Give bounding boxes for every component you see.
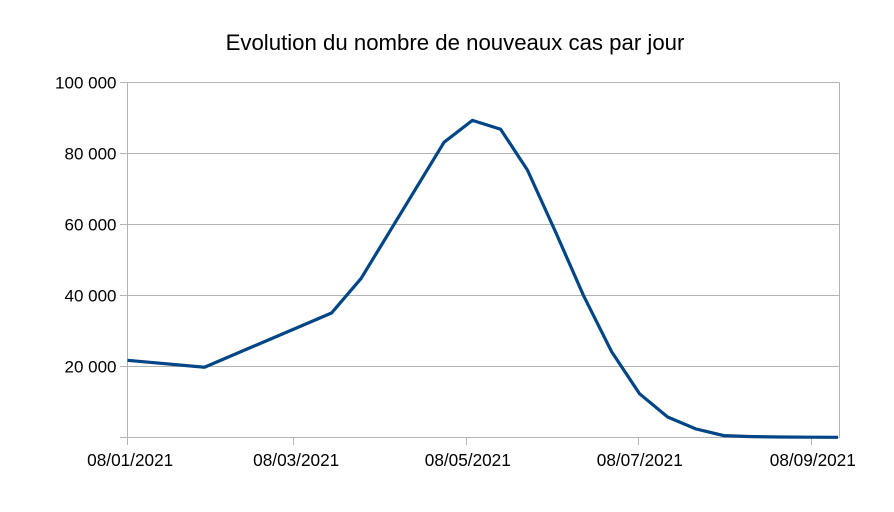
svg-text:08/09/2021: 08/09/2021: [770, 450, 856, 470]
svg-text:08/01/2021: 08/01/2021: [87, 450, 173, 470]
svg-text:20 000: 20 000: [65, 357, 117, 376]
svg-text:60 000: 60 000: [65, 215, 117, 234]
svg-text:08/07/2021: 08/07/2021: [597, 450, 683, 470]
svg-text:08/03/2021: 08/03/2021: [253, 450, 339, 470]
svg-text:80 000: 80 000: [65, 144, 117, 163]
svg-text:Evolution du nombre de nouveau: Evolution du nombre de nouveaux cas par …: [226, 30, 685, 55]
svg-text:40 000: 40 000: [65, 286, 117, 305]
svg-text:08/05/2021: 08/05/2021: [425, 450, 511, 470]
svg-text:100 000: 100 000: [55, 73, 116, 92]
